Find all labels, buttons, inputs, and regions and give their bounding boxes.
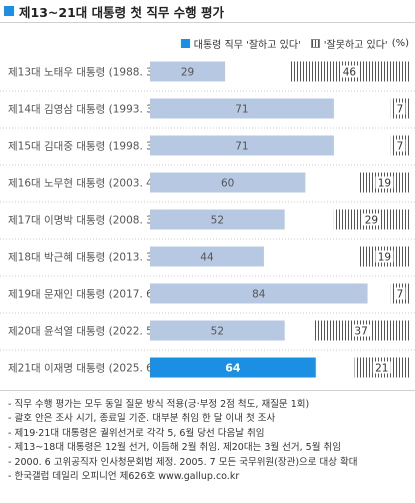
negative-value-backdrop xyxy=(340,65,359,78)
negative-value-label: 19 xyxy=(378,252,391,264)
category-label: 제17대 이명박 대통령 (2008. 3. 2) xyxy=(8,215,170,227)
category-label: 제14대 김영삼 대통령 (1993. 3.21) xyxy=(8,104,174,116)
notes-list: - 직무 수행 평가는 모두 동일 질문 방식 적용(긍·부정 2점 척도, 재… xyxy=(8,398,413,484)
positive-bar xyxy=(150,246,264,267)
notes-divider xyxy=(0,390,415,391)
category-label: 제19대 문재인 대통령 (2017. 6. 1) xyxy=(8,289,170,301)
positive-bar xyxy=(150,320,285,341)
legend-positive-swatch xyxy=(180,38,190,48)
positive-bar xyxy=(150,98,334,119)
note-item: - 괄호 안은 조사 시기, 종료일 기준. 대부분 취임 한 달 이내 첫 조… xyxy=(8,413,276,425)
positive-bar xyxy=(150,172,306,193)
positive-value-label: 52 xyxy=(211,326,224,338)
note-item: - 제19·21대 대통령은 궐위선거로 각각 5, 6월 당선 다음날 취임 xyxy=(8,427,265,439)
positive-bar xyxy=(150,61,226,82)
positive-value-label: 52 xyxy=(211,215,224,227)
category-label: 제15대 김대중 대통령 (1998. 3.xx) xyxy=(8,141,173,153)
category-label: 제21대 이재명 대통령 (2025. 6.26) xyxy=(8,363,174,375)
negative-value-label: 19 xyxy=(378,178,391,190)
legend-positive-label: 대통령 직무 '잘하고 있다' xyxy=(193,39,301,51)
positive-bar xyxy=(150,357,316,378)
bar-chart: 제13대 노태우 대통령 (1988. 3.19) 29 46 제14대 김영삼 대통… xyxy=(0,61,415,378)
note-item: - 제13~18대 대통령은 12월 선거, 이듬해 2월 취임. 제20대는 … xyxy=(8,442,341,454)
positive-value-label: 44 xyxy=(200,252,214,264)
negative-value-backdrop xyxy=(394,287,406,300)
category-label: 제13대 노태우 대통령 (1988. 3.19) xyxy=(8,67,174,79)
negative-value-label: 46 xyxy=(343,67,357,79)
positive-value-label: 71 xyxy=(235,104,248,116)
positive-value-label: 64 xyxy=(225,362,241,375)
negative-value-backdrop xyxy=(352,324,371,337)
positive-value-label: 29 xyxy=(181,67,194,79)
negative-value-backdrop xyxy=(394,139,406,152)
negative-value-backdrop xyxy=(362,213,381,226)
title-divider xyxy=(0,22,415,23)
negative-value-label: 37 xyxy=(354,326,367,338)
positive-value-label: 71 xyxy=(235,141,248,153)
negative-value-backdrop xyxy=(375,176,394,189)
category-label: 제20대 윤석열 대통령 (2022. 5.12) xyxy=(8,326,174,338)
legend-unit: (%) xyxy=(391,37,409,49)
category-label: 제16대 노무현 대통령 (2003. 4.29) xyxy=(8,178,174,190)
positive-value-label: 60 xyxy=(221,178,234,190)
negative-value-label: 7 xyxy=(397,104,404,116)
note-item: - 한국갤럽 데일리 오피니언 제626호 www.gallup.co.kr xyxy=(8,471,240,483)
negative-value-label: 7 xyxy=(397,289,404,301)
negative-value-label: 21 xyxy=(375,363,388,375)
negative-value-backdrop xyxy=(372,361,391,374)
note-item: - 직무 수행 평가는 모두 동일 질문 방식 적용(긍·부정 2점 척도, 재… xyxy=(8,399,310,410)
category-label: 제18대 박근혜 대통령 (2013. 3.21) xyxy=(8,252,174,264)
chart-title: 제13~21대 대통령 첫 직무 수행 평가 xyxy=(19,5,225,20)
positive-bar xyxy=(150,283,368,304)
positive-value-label: 84 xyxy=(252,289,266,301)
negative-value-backdrop xyxy=(394,102,406,115)
title-bar: 제13~21대 대통령 첫 직무 수행 평가 xyxy=(0,0,415,28)
title-square-icon xyxy=(4,6,14,16)
legend-negative-label: '잘못하고 있다' xyxy=(323,39,388,51)
negative-value-backdrop xyxy=(375,250,394,263)
negative-value-label: 29 xyxy=(365,215,378,227)
legend-negative-swatch xyxy=(310,38,320,48)
note-item: - 2000. 6 고위공직자 인사청문회법 제정. 2005. 7 모든 국무… xyxy=(8,456,358,468)
positive-bar xyxy=(150,209,285,230)
negative-value-label: 7 xyxy=(397,141,404,153)
positive-bar xyxy=(150,135,334,156)
legend: 대통령 직무 '잘하고 있다' '잘못하고 있다' (%) xyxy=(180,36,409,51)
